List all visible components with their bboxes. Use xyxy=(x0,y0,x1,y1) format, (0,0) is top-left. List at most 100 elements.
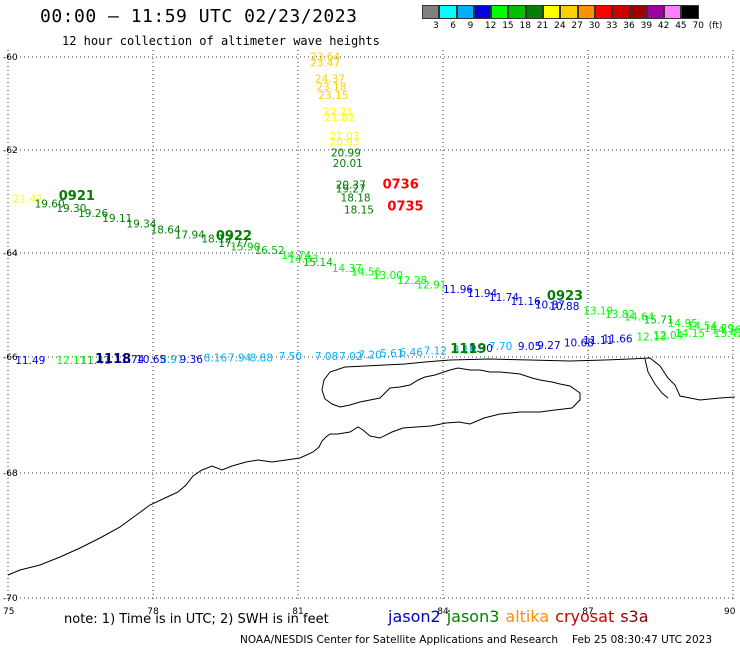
generation-timestamp: Feb 25 08:30:47 UTC 2023 xyxy=(572,634,712,646)
wave-height-value: 10.65 xyxy=(136,354,166,366)
credit-line: NOAA/NESDIS Center for Satellite Applica… xyxy=(240,634,712,646)
wave-height-value: 11.74 xyxy=(489,292,519,304)
wave-height-value: 7.08 xyxy=(315,351,338,363)
wave-height-value: 9.36 xyxy=(180,354,204,366)
wave-height-value: 18.64 xyxy=(151,224,181,236)
pass-time-label: 1119 xyxy=(450,342,486,357)
scale-swatch-45 xyxy=(664,5,682,19)
wave-height-value: 16.52 xyxy=(255,245,285,257)
wave-height-value: 21.42 xyxy=(13,194,43,206)
wave-height-value: 18.12 xyxy=(201,234,231,246)
wave-height-value: 11.49 xyxy=(15,355,45,367)
coastline-inlet xyxy=(644,358,669,399)
scale-swatch-30 xyxy=(577,5,595,19)
scale-label-33: 33 xyxy=(606,21,618,31)
wave-height-value: 10.87 xyxy=(535,300,565,312)
wave-height-value: 14.37 xyxy=(332,263,362,275)
wave-height-value: 8.88 xyxy=(250,353,273,365)
wave-height-value: 8.97 xyxy=(160,354,183,366)
wave-height-value: 19.27 xyxy=(336,184,366,196)
map-subtitle: 12 hour collection of altimeter wave hei… xyxy=(62,34,380,48)
scale-label-6: 6 xyxy=(450,21,457,31)
lat-label: -64 xyxy=(3,249,18,259)
scale-swatch-18 xyxy=(508,5,526,19)
wave-height-value: 13.19 xyxy=(583,305,613,317)
scale-swatch-24 xyxy=(543,5,561,19)
wave-height-value: 15.71 xyxy=(644,315,674,327)
wave-height-value: 14.64 xyxy=(624,312,654,324)
wave-height-value: 19.30 xyxy=(56,203,86,215)
wave-height-value: 14.95 xyxy=(668,318,698,330)
wave-height-value: 6.46 xyxy=(400,347,424,359)
scale-label-15: 15 xyxy=(502,21,514,31)
wave-height-value: 5.61 xyxy=(380,348,403,360)
lon-label: 75 xyxy=(3,607,14,617)
scale-unit: (ft) xyxy=(708,21,723,31)
wave-height-value: 18.18 xyxy=(341,193,371,205)
scale-label-30: 30 xyxy=(588,21,601,31)
scale-swatch-27 xyxy=(560,5,578,19)
scale-label-70: 70 xyxy=(692,21,704,31)
wave-height-value: 12.28 xyxy=(397,275,427,287)
wave-height-value: 10.68 xyxy=(564,338,594,350)
wave-height-value: 11.41 xyxy=(81,355,111,367)
wave-height-value: 20.37 xyxy=(336,180,366,192)
mission-s3a: s3a xyxy=(620,607,649,626)
scale-swatch-36 xyxy=(612,5,630,19)
wave-height-value: 7.70 xyxy=(489,341,512,353)
wave-height-value: 23.15 xyxy=(318,90,348,102)
lon-label: 87 xyxy=(582,607,593,617)
wave-height-value: 20.99 xyxy=(331,148,361,160)
wave-height-value: 7.12 xyxy=(424,345,447,357)
coastline xyxy=(7,357,736,576)
lat-label: -62 xyxy=(3,146,18,156)
wave-height-value: 19.26 xyxy=(78,208,108,220)
scale-swatch-3 xyxy=(422,5,440,19)
scale-swatch-15 xyxy=(491,5,509,19)
scale-swatch-70 xyxy=(681,5,699,19)
color-scale-labels: 3 6 9 12 15 18 21 24 27 30 33 36 39 42 45 70 (ft) xyxy=(422,21,740,35)
scale-label-3: 3 xyxy=(433,21,439,31)
pass-time-label: 0735 xyxy=(387,199,423,214)
wave-height-value: 10.88 xyxy=(549,301,579,313)
lat-label: -66 xyxy=(3,353,18,363)
wave-height-value: 11.16 xyxy=(511,296,541,308)
wave-height-value: 13.82 xyxy=(605,309,635,321)
wave-height-value: 14.54 xyxy=(687,320,717,332)
lon-label: 84 xyxy=(437,607,449,617)
wave-height-value: 23.18 xyxy=(316,81,346,93)
wave-height-value: 14.29 xyxy=(704,323,734,335)
scale-swatch-6 xyxy=(439,5,457,19)
scale-swatch-42 xyxy=(646,5,665,19)
wave-height-value: 12.04 xyxy=(653,330,683,342)
pass-time-label: 0736 xyxy=(383,178,419,193)
wave-height-value: 12.11 xyxy=(56,355,86,367)
scale-label-42: 42 xyxy=(657,21,670,31)
wave-height-value: 12.91 xyxy=(416,279,446,291)
wave-height-value: 14.56 xyxy=(351,266,381,278)
wave-height-value: 12.13 xyxy=(636,331,666,343)
wave-height-value: 11.96 xyxy=(443,284,473,296)
wave-height-value: 9.30 xyxy=(470,343,493,355)
wave-height-value: 18.15 xyxy=(344,204,374,216)
wave-height-value: 19.11 xyxy=(102,213,132,225)
wave-height-value: 17.94 xyxy=(175,230,205,242)
scale-label-9: 9 xyxy=(467,21,474,31)
mission-legend: jason2 jason3 altika cryosat s3a xyxy=(388,607,655,626)
pass-time-label: 0921 xyxy=(59,189,95,204)
map-grid xyxy=(7,50,734,600)
scale-label-12: 12 xyxy=(484,21,497,31)
lon-label: 78 xyxy=(147,607,159,617)
wave-height-value: 8.16 xyxy=(453,344,477,356)
scale-swatch-33 xyxy=(594,5,613,19)
scale-label-36: 36 xyxy=(623,21,635,31)
mission-cryosat: cryosat xyxy=(555,607,615,626)
wave-height-value: 17.77 xyxy=(218,238,248,250)
footer-note: note: 1) Time is in UTC; 2) SWH is in fe… xyxy=(64,612,329,627)
wave-height-value: 11.74 xyxy=(114,354,144,366)
lat-label: -70 xyxy=(3,594,18,604)
wave-height-value: 14.76 xyxy=(711,325,740,337)
pass-time-label: 1118 xyxy=(95,352,131,367)
credit-text: NOAA/NESDIS Center for Satellite Applica… xyxy=(240,634,558,646)
